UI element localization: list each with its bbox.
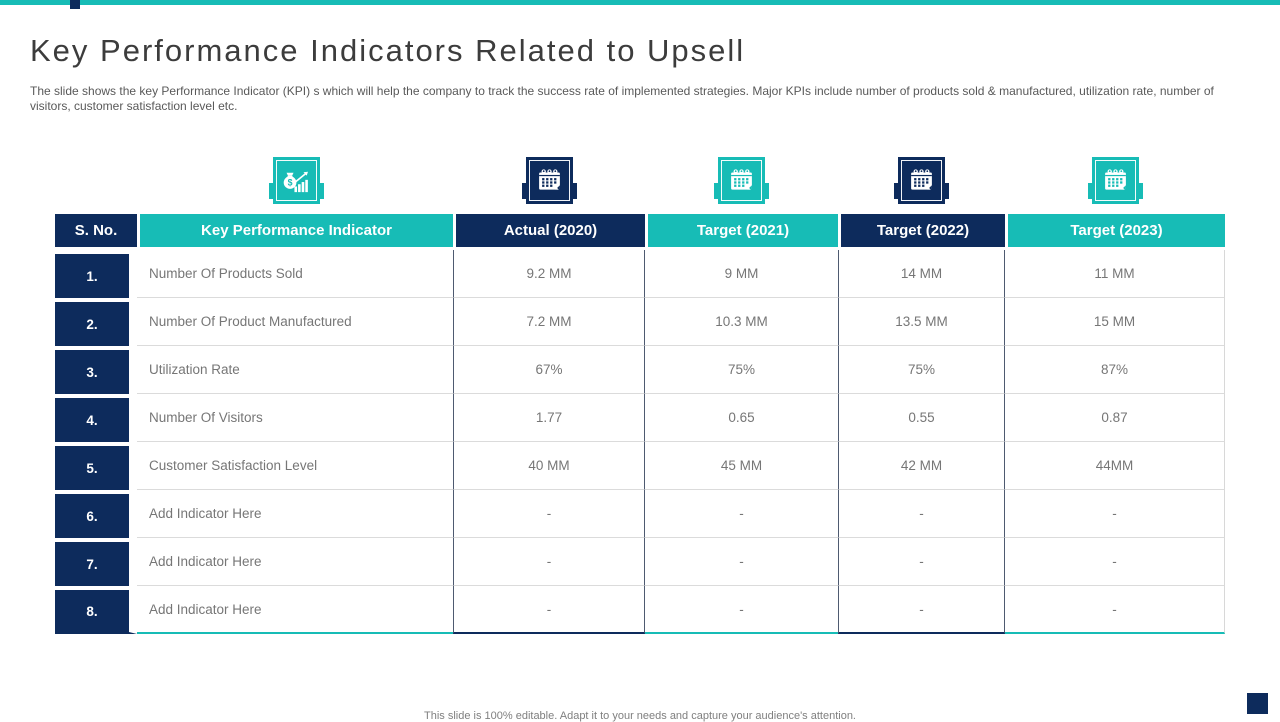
icon-ribbon-left xyxy=(1088,183,1092,199)
target-2023-value: 11 MM xyxy=(1005,250,1225,298)
indicator-name: Add Indicator Here xyxy=(137,586,453,634)
col-header-s-no: S. No. xyxy=(55,214,137,250)
actual-2020-value: 67% xyxy=(453,346,645,394)
target-2022-value: 42 MM xyxy=(838,442,1005,490)
actual-2020-value: - xyxy=(453,538,645,586)
indicator-name: Customer Satisfaction Level xyxy=(137,442,453,490)
target-2022-value: 13.5 MM xyxy=(838,298,1005,346)
target-2021-value: - xyxy=(645,538,838,586)
icon-row: $ xyxy=(0,157,1280,204)
calendar-icon xyxy=(894,157,949,204)
kpi-table: S. No. Key Performance Indicator Actual … xyxy=(55,214,1225,634)
indicator-name: Add Indicator Here xyxy=(137,490,453,538)
header-row: S. No. Key Performance Indicator Actual … xyxy=(55,214,1225,250)
col-header-target-2022: Target (2022) xyxy=(838,214,1005,250)
col-header-target-2023: Target (2023) xyxy=(1005,214,1225,250)
actual-2020-value: 9.2 MM xyxy=(453,250,645,298)
indicator-name: Utilization Rate xyxy=(137,346,453,394)
target-2023-value: 0.87 xyxy=(1005,394,1225,442)
actual-2020-value: 7.2 MM xyxy=(453,298,645,346)
row-number: 6. xyxy=(55,490,137,538)
indicator-name: Number Of Product Manufactured xyxy=(137,298,453,346)
slide-corner-accent xyxy=(1247,693,1268,714)
target-2021-value: 10.3 MM xyxy=(645,298,838,346)
target-2021-value: 0.65 xyxy=(645,394,838,442)
target-2023-value: 44MM xyxy=(1005,442,1225,490)
table-row: 1. Number Of Products Sold 9.2 MM 9 MM 14 MM… xyxy=(55,250,1225,298)
table-row: 3. Utilization Rate 67% 75% 75% 87% xyxy=(55,346,1225,394)
calendar-icon xyxy=(1088,157,1143,204)
target-2022-value: - xyxy=(838,586,1005,634)
target-2022-value: 0.55 xyxy=(838,394,1005,442)
icon-ribbon-right xyxy=(573,183,577,199)
target-2022-value: 75% xyxy=(838,346,1005,394)
svg-text:$: $ xyxy=(288,178,293,188)
target-2021-value: 9 MM xyxy=(645,250,838,298)
target-2023-value: 87% xyxy=(1005,346,1225,394)
col-header-actual-2020: Actual (2020) xyxy=(453,214,645,250)
icon-ribbon-right xyxy=(320,183,324,199)
indicator-name: Add Indicator Here xyxy=(137,538,453,586)
icon-ribbon-left xyxy=(269,183,273,199)
target-2023-value: 15 MM xyxy=(1005,298,1225,346)
actual-2020-value: 40 MM xyxy=(453,442,645,490)
table-row: 7. Add Indicator Here - - - - xyxy=(55,538,1225,586)
kpi-table-body: 1. Number Of Products Sold 9.2 MM 9 MM 14 MM… xyxy=(55,250,1225,634)
table-row: 5. Customer Satisfaction Level 40 MM 45 MM 4… xyxy=(55,442,1225,490)
actual-2020-value: - xyxy=(453,490,645,538)
target-2021-value: 45 MM xyxy=(645,442,838,490)
kpi-table-header: S. No. Key Performance Indicator Actual … xyxy=(55,214,1225,250)
col-header-key-performance-indicator: Key Performance Indicator xyxy=(137,214,453,250)
row-number: 1. xyxy=(55,250,137,298)
target-2021-value: - xyxy=(645,490,838,538)
actual-2020-value: - xyxy=(453,586,645,634)
table-row: 2. Number Of Product Manufactured 7.2 MM 10… xyxy=(55,298,1225,346)
slide-description: The slide shows the key Performance Indi… xyxy=(30,84,1214,113)
icon-ribbon-right xyxy=(1139,183,1143,199)
top-accent-tick xyxy=(70,0,80,9)
table-row: 8. Add Indicator Here - - - - xyxy=(55,586,1225,634)
top-accent-bar xyxy=(0,0,1280,5)
table-row: 6. Add Indicator Here - - - - xyxy=(55,490,1225,538)
page-title: Key Performance Indicators Related to Up… xyxy=(30,32,746,68)
row-number: 7. xyxy=(55,538,137,586)
target-2022-value: 14 MM xyxy=(838,250,1005,298)
target-2022-value: - xyxy=(838,490,1005,538)
indicator-name: Number Of Visitors xyxy=(137,394,453,442)
kpi-table-container: S. No. Key Performance Indicator Actual … xyxy=(55,214,1225,634)
target-2022-value: - xyxy=(838,538,1005,586)
target-2023-value: - xyxy=(1005,586,1225,634)
indicator-name: Number Of Products Sold xyxy=(137,250,453,298)
editable-note: This slide is 100% editable. Adapt it to… xyxy=(424,710,856,722)
icon-ribbon-left xyxy=(894,183,898,199)
row-number: 2. xyxy=(55,298,137,346)
target-2021-value: - xyxy=(645,586,838,634)
icon-ribbon-left xyxy=(522,183,526,199)
calendar-icon xyxy=(522,157,577,204)
target-2023-value: - xyxy=(1005,490,1225,538)
target-2021-value: 75% xyxy=(645,346,838,394)
row-number: 5. xyxy=(55,442,137,490)
row-number: 4. xyxy=(55,394,137,442)
icon-ribbon-left xyxy=(714,183,718,199)
row-number: 3. xyxy=(55,346,137,394)
target-2023-value: - xyxy=(1005,538,1225,586)
icon-ribbon-right xyxy=(945,183,949,199)
money-growth-icon: $ xyxy=(269,157,324,204)
calendar-icon xyxy=(714,157,769,204)
icon-ribbon-right xyxy=(765,183,769,199)
table-row: 4. Number Of Visitors 1.77 0.65 0.55 0.87 xyxy=(55,394,1225,442)
row-number: 8. xyxy=(55,586,137,634)
col-header-target-2021: Target (2021) xyxy=(645,214,838,250)
actual-2020-value: 1.77 xyxy=(453,394,645,442)
